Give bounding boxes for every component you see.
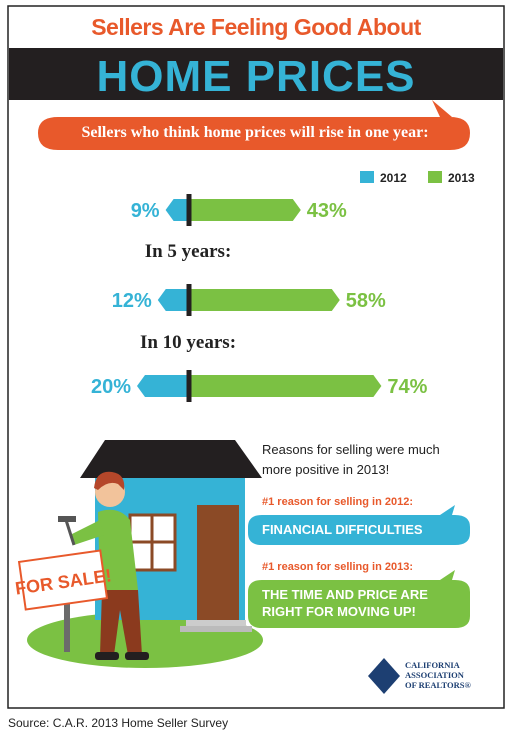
- hair: [94, 471, 125, 490]
- pants: [100, 590, 142, 655]
- source: Source: C.A.R. 2013 Home Seller Survey: [8, 716, 229, 730]
- value-label: 9%: [131, 200, 160, 222]
- arm: [70, 520, 104, 545]
- reason-bubble: [248, 505, 470, 545]
- kicker: Sellers Are Feeling Good About: [91, 14, 421, 40]
- reason-heading: #1 reason for selling in 2012:: [262, 496, 414, 508]
- step: [180, 626, 252, 632]
- frame: [7, 5, 505, 709]
- value-label: 20%: [91, 376, 131, 398]
- logo-line: ASSOCIATION: [405, 670, 464, 680]
- title-band: [9, 48, 503, 100]
- bar: [165, 199, 189, 221]
- logo-text: CALIFORNIA ASSOCIATION OF REALTORS®: [405, 660, 471, 690]
- legend-swatch: [428, 171, 442, 183]
- bar: [189, 199, 301, 221]
- bar: [189, 289, 340, 311]
- shoe: [95, 652, 119, 660]
- reason-heading: #1 reason for selling in 2013:: [262, 561, 414, 573]
- logo-line: CALIFORNIA: [405, 660, 460, 670]
- sign-post: [64, 590, 70, 652]
- divider: [186, 194, 192, 226]
- reason-text: FINANCIAL DIFFICULTIES: [262, 522, 423, 537]
- subtitle: Sellers who think home prices will rise …: [81, 124, 429, 141]
- hammer: [64, 519, 76, 546]
- reason-text: THE TIME AND PRICE ARE RIGHT FOR MOVING …: [262, 587, 428, 619]
- bar: [189, 375, 382, 397]
- logo-mark: [368, 658, 400, 694]
- group-label: In 10 years:: [139, 332, 237, 353]
- bar: [137, 375, 189, 397]
- shirt: [98, 509, 138, 592]
- divider: [186, 370, 192, 402]
- roof: [80, 440, 262, 478]
- legend-swatch: [360, 171, 374, 183]
- sign-board: [17, 549, 109, 611]
- step: [186, 620, 246, 626]
- value-label: 58%: [346, 290, 386, 312]
- value-label: 74%: [387, 376, 427, 398]
- hammer-head: [58, 516, 76, 522]
- legend-label: 2012: [380, 171, 407, 185]
- legend-label: 2013: [448, 171, 475, 185]
- divider: [186, 284, 192, 316]
- door: [197, 505, 239, 620]
- value-label: 43%: [307, 200, 347, 222]
- group-label: In 5 years:: [144, 241, 232, 262]
- bar: [157, 289, 189, 311]
- shoe: [125, 652, 149, 660]
- title: HOME PRICES: [96, 52, 416, 101]
- value-label: 12%: [112, 290, 152, 312]
- subtitle-bubble: [38, 100, 470, 150]
- reason-bubble: [248, 570, 470, 628]
- logo-line: OF REALTORS®: [405, 680, 471, 690]
- reasons-intro: Reasons for selling were much more posit…: [262, 442, 440, 477]
